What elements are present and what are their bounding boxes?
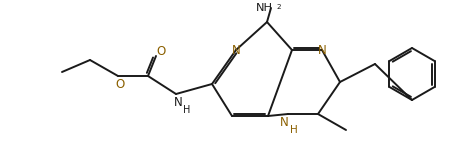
Text: N: N (279, 117, 288, 130)
Text: O: O (115, 77, 124, 91)
Text: NH: NH (255, 3, 272, 13)
Text: H: H (289, 125, 297, 135)
Text: H: H (183, 105, 190, 115)
Text: N: N (173, 96, 182, 108)
Text: N: N (317, 44, 326, 56)
Text: N: N (231, 44, 240, 56)
Text: O: O (156, 45, 165, 57)
Text: $_{2}$: $_{2}$ (275, 2, 281, 12)
